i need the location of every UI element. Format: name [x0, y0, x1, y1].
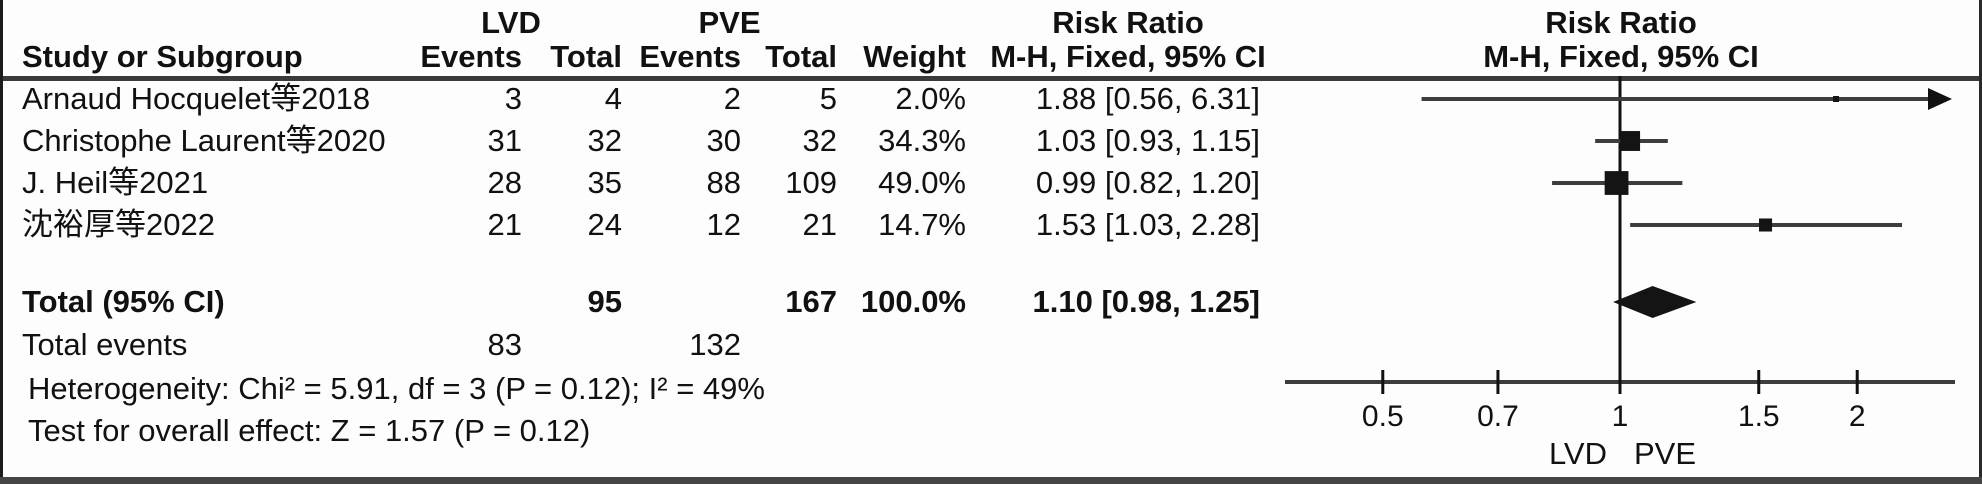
- weight: 34.3%: [878, 123, 966, 158]
- col-header-pve-events: Events: [639, 39, 741, 74]
- col-header-weight: Weight: [863, 39, 966, 74]
- group-header-risk-ratio: Risk Ratio: [1052, 5, 1204, 40]
- weight: 49.0%: [878, 165, 966, 200]
- weight: 14.7%: [878, 207, 966, 242]
- lvd-total: 24: [587, 207, 622, 242]
- plot-header-subtitle: M-H, Fixed, 95% CI: [1483, 39, 1759, 74]
- lvd-total: 35: [587, 165, 622, 200]
- total-events-spacer: [522, 328, 622, 362]
- total-weight: 100.0%: [860, 284, 966, 319]
- table-row: Arnaud Hocquelet等2018 3 4 2 5 2.0% 1.88 …: [22, 82, 1290, 116]
- plot-header-title: Risk Ratio: [1545, 5, 1697, 40]
- group-header-gap: [837, 6, 966, 40]
- forest-plot-svg: 0.5 0.7 1 1.5 2 LVD PVE: [1285, 76, 1955, 471]
- right-border: [1979, 0, 1982, 484]
- lvd-events: 3: [504, 81, 522, 116]
- total-lvd-events-spacer: [400, 285, 522, 319]
- bottom-border: [0, 477, 1982, 484]
- pve-events: 88: [706, 165, 741, 200]
- risk-ratio-ci: 1.88 [0.56, 6.31]: [1035, 81, 1260, 116]
- left-border: [0, 0, 3, 484]
- column-header-row: Study or Subgroup Events Total Events To…: [22, 40, 1290, 74]
- overall-effect-text: Test for overall effect: Z = 1.57 (P = 0…: [28, 413, 591, 448]
- total-pve-total: 167: [785, 284, 837, 319]
- col-header-mh-ci: M-H, Fixed, 95% CI: [990, 39, 1266, 74]
- table-row: 沈裕厚等2022 21 24 12 21 14.7% 1.53 [1.03, 2…: [22, 208, 1290, 242]
- pve-total: 21: [802, 207, 837, 242]
- total-label: Total (95% CI): [22, 284, 225, 319]
- weight: 2.0%: [895, 81, 966, 116]
- lvd-total: 4: [604, 81, 622, 116]
- total-events-pve: 132: [689, 327, 741, 362]
- col-header-pve-total: Total: [765, 39, 837, 74]
- total-risk-ratio-ci: 1.10 [0.98, 1.25]: [1032, 284, 1261, 319]
- svg-text:1: 1: [1612, 400, 1629, 433]
- risk-ratio-ci: 1.53 [1.03, 2.28]: [1035, 207, 1260, 242]
- group-header-pve: PVE: [698, 5, 761, 40]
- total-lvd-total: 95: [587, 284, 622, 319]
- pve-events: 30: [706, 123, 741, 158]
- svg-text:PVE: PVE: [1634, 436, 1696, 471]
- study-name: J. Heil等2021: [22, 165, 209, 200]
- pve-total: 5: [819, 81, 837, 116]
- svg-text:LVD: LVD: [1549, 436, 1607, 471]
- heterogeneity-text: Heterogeneity: Chi² = 5.91, df = 3 (P = …: [28, 371, 765, 406]
- group-header-spacer: [22, 6, 400, 40]
- lvd-events: 21: [487, 207, 522, 242]
- study-name: 沈裕厚等2022: [22, 207, 215, 242]
- svg-text:2: 2: [1849, 400, 1866, 433]
- group-header-lvd: LVD: [481, 5, 541, 40]
- risk-ratio-ci: 1.03 [0.93, 1.15]: [1035, 123, 1260, 158]
- total-row: Total (95% CI) 95 167 100.0% 1.10 [0.98,…: [22, 285, 1290, 319]
- pve-events: 2: [723, 81, 741, 116]
- col-header-study: Study or Subgroup: [22, 39, 303, 74]
- col-header-lvd-events: Events: [420, 39, 522, 74]
- study-name: Arnaud Hocquelet等2018: [22, 81, 371, 116]
- table-row: J. Heil等2021 28 35 88 109 49.0% 0.99 [0.…: [22, 166, 1290, 200]
- forest-plot-area: 0.5 0.7 1 1.5 2 LVD PVE: [1260, 76, 1982, 477]
- lvd-events: 31: [487, 123, 522, 158]
- col-header-lvd-total: Total: [550, 39, 622, 74]
- table-row: Christophe Laurent等2020 31 32 30 32 34.3…: [22, 124, 1290, 158]
- svg-text:0.5: 0.5: [1362, 400, 1404, 433]
- lvd-events: 28: [487, 165, 522, 200]
- risk-ratio-ci: 0.99 [0.82, 1.20]: [1035, 165, 1260, 200]
- total-pve-events-spacer: [622, 285, 741, 319]
- svg-text:0.7: 0.7: [1477, 400, 1519, 433]
- svg-text:1.5: 1.5: [1738, 400, 1780, 433]
- total-events-lvd: 83: [487, 327, 522, 362]
- pve-events: 12: [706, 207, 741, 242]
- total-events-row: Total events 83 132: [22, 328, 741, 362]
- header-underline: [0, 76, 1982, 81]
- study-name: Christophe Laurent等2020: [22, 123, 386, 158]
- lvd-total: 32: [587, 123, 622, 158]
- group-header-row: LVD PVE Risk Ratio: [22, 6, 1290, 40]
- pve-total: 109: [785, 165, 837, 200]
- pve-total: 32: [802, 123, 837, 158]
- total-events-label: Total events: [22, 327, 188, 362]
